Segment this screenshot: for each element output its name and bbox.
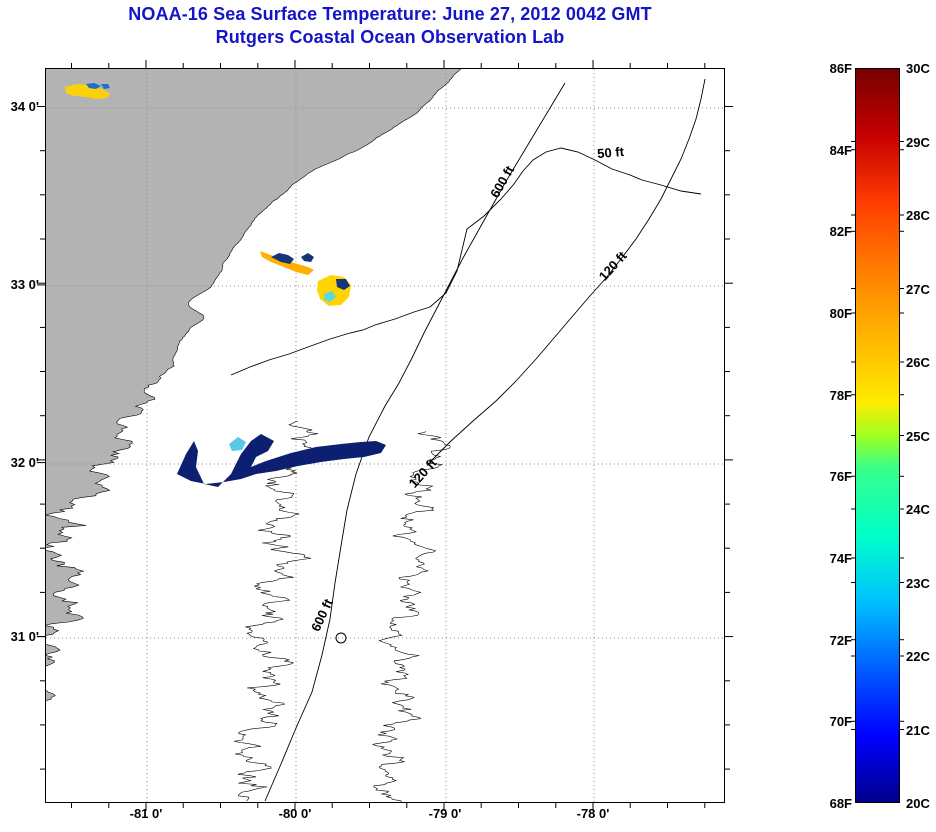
svg-text:50 ft: 50 ft <box>597 144 626 161</box>
